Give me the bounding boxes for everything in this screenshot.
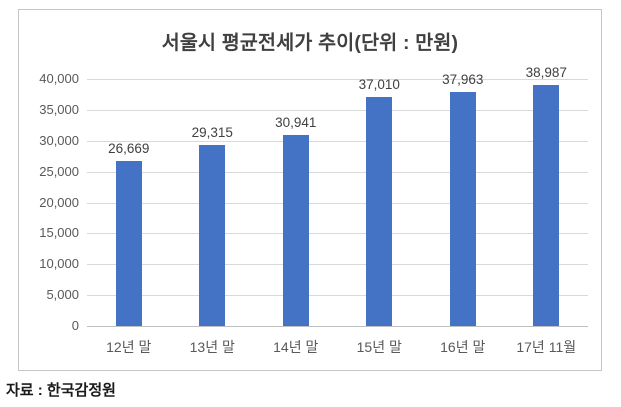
data-label: 30,941 — [275, 114, 317, 130]
y-tick-label: 40,000 — [39, 71, 79, 86]
bar — [366, 97, 393, 326]
y-tick-label: 35,000 — [39, 101, 79, 117]
bar — [199, 144, 226, 326]
x-axis-label: 14년 말 — [273, 339, 319, 355]
y-tick-label: 5,000 — [46, 287, 79, 303]
y-tick-label: 30,000 — [39, 132, 79, 148]
y-tick-label: 10,000 — [39, 256, 79, 272]
gridline — [87, 140, 588, 142]
x-axis-label: 15년 말 — [356, 339, 402, 355]
data-label: 37,963 — [442, 71, 484, 87]
y-tick-label: 15,000 — [39, 225, 79, 241]
data-label: 26,669 — [108, 141, 150, 157]
bar — [533, 85, 560, 326]
data-label: 37,010 — [358, 77, 400, 93]
chart-frame: 서울시 평균전세가 추이(단위 : 만원) 0 5,000 10,000 15,000… — [18, 9, 602, 371]
x-axis-label: 16년 말 — [440, 339, 486, 355]
y-tick-label: 25,000 — [39, 163, 79, 179]
gridline — [87, 109, 588, 111]
gridline — [87, 171, 588, 173]
gridline — [87, 264, 588, 266]
x-axis-label: 13년 말 — [189, 339, 235, 355]
bar — [449, 91, 476, 326]
bar — [282, 134, 309, 326]
source-note: 자료 : 한국감정원 — [6, 382, 116, 399]
x-axis-label: 12년 말 — [106, 339, 152, 355]
gridline — [87, 79, 588, 80]
plot-area — [87, 79, 588, 327]
y-tick-label: 0 — [71, 318, 79, 333]
gridline — [87, 202, 588, 204]
data-label: 38,987 — [525, 65, 567, 81]
x-axis-label: 17년 11월 — [516, 339, 577, 355]
chart-title: 서울시 평균전세가 추이(단위 : 만원) — [161, 32, 459, 54]
bar — [115, 161, 142, 326]
data-label: 29,315 — [191, 124, 233, 140]
gridline — [87, 295, 588, 297]
x-axis-line — [87, 326, 588, 327]
gridline — [87, 233, 588, 235]
y-tick-label: 20,000 — [39, 194, 79, 210]
